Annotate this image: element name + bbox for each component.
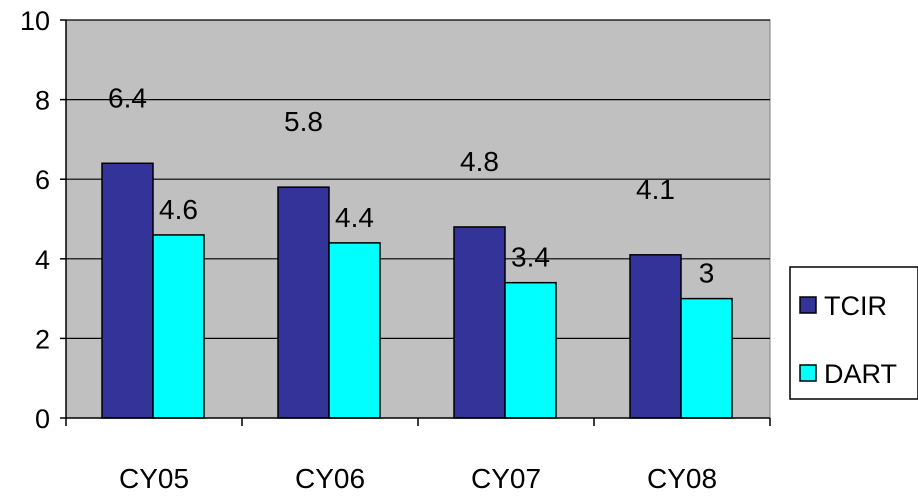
legend-label-tcir: TCIR — [824, 291, 887, 321]
bar-tcir-cy06 — [277, 186, 330, 419]
data-label-dart-cy08: 3 — [699, 258, 715, 289]
data-label-tcir-cy07: 4.8 — [460, 146, 499, 177]
bar-tcir-cy08 — [629, 254, 682, 419]
bar-tcir-cy05 — [101, 162, 154, 419]
bar-dart-cy08 — [680, 297, 733, 419]
data-label-tcir-cy05: 6.4 — [108, 82, 147, 113]
y-tick-label: 10 — [20, 6, 50, 36]
x-category-label: CY06 — [295, 463, 365, 494]
x-category-label: CY07 — [471, 463, 541, 494]
y-axis-ticks: 0 2 4 6 8 10 — [20, 6, 66, 434]
legend-swatch-dart — [799, 364, 817, 382]
y-tick-label: 4 — [35, 245, 50, 275]
bar-dart-cy05 — [152, 234, 205, 419]
x-category-label: CY08 — [647, 463, 717, 494]
legend-swatch-tcir — [799, 296, 817, 314]
bar-tcir-cy07 — [453, 226, 506, 419]
y-tick-label: 6 — [35, 165, 50, 195]
bar-dart-cy06 — [328, 242, 381, 419]
axes — [65, 20, 771, 426]
y-tick-label: 2 — [35, 324, 50, 354]
bar-dart-cy07 — [504, 281, 557, 419]
data-labels: 6.4 4.6 5.8 4.4 4.8 3.4 4.1 3 — [108, 82, 714, 288]
y-tick-label: 8 — [35, 86, 50, 116]
data-label-dart-cy07: 3.4 — [511, 242, 550, 273]
x-axis-categories: CY05 CY06 CY07 CY08 — [119, 463, 717, 494]
data-label-tcir-cy08: 4.1 — [636, 174, 675, 205]
data-label-dart-cy05: 4.6 — [159, 194, 198, 225]
data-label-tcir-cy06: 5.8 — [284, 106, 323, 137]
data-label-dart-cy06: 4.4 — [335, 202, 374, 233]
bars — [101, 162, 733, 419]
legend-label-dart: DART — [824, 359, 897, 389]
y-tick-label: 0 — [35, 404, 50, 434]
legend: TCIR DART — [789, 266, 918, 400]
x-category-label: CY05 — [119, 463, 189, 494]
